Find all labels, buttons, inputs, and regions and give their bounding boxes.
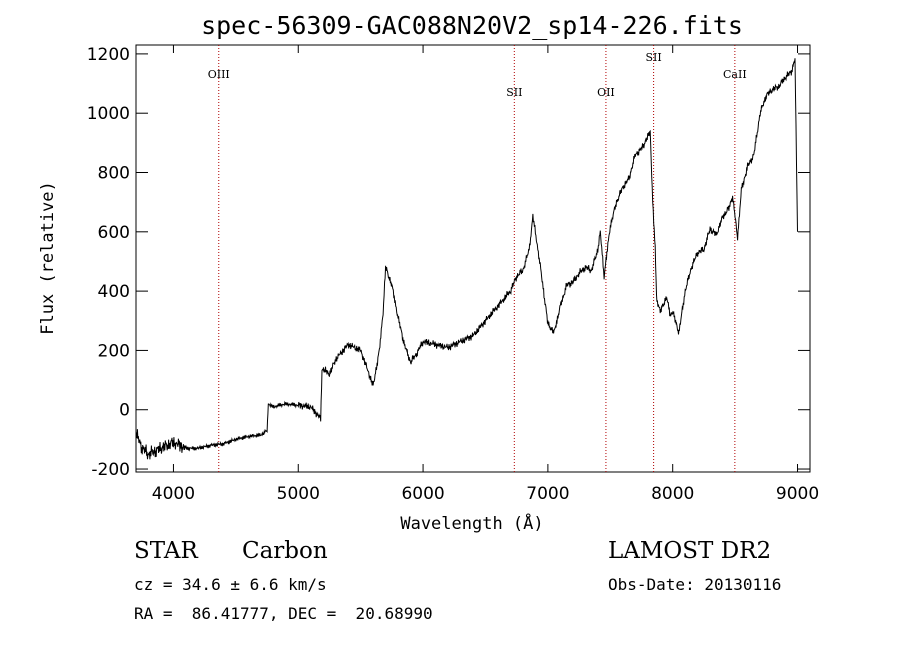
x-tick-label: 9000 (776, 484, 819, 504)
line-marker-label: CaII (723, 68, 747, 81)
line-marker-label: OII (597, 86, 615, 99)
y-axis-label: Flux (relative) (38, 181, 58, 335)
plot-frame (135, 44, 811, 473)
x-axis: 4000 5000 6000 7000 8000 9000 (152, 45, 819, 504)
y-tick-label: 800 (98, 164, 130, 184)
y-tick-label: 1200 (87, 45, 130, 65)
x-tick-label: 4000 (152, 484, 195, 504)
y-tick-label: 1000 (87, 104, 130, 124)
chart-title: spec-56309-GAC088N20V2_sp14-226.fits (201, 11, 743, 40)
x-tick-label: 8000 (651, 484, 694, 504)
line-marker-label: OIII (208, 68, 230, 81)
y-tick-label: -200 (91, 460, 130, 480)
y-tick-label: 200 (98, 341, 130, 361)
coordinates: RA = 86.41777, DEC = 20.68990 (134, 604, 433, 623)
object-class: STAR (134, 538, 198, 564)
x-axis-label: Wavelength (Å) (400, 512, 543, 534)
line-markers: OIII SII OII SII CaII (208, 45, 747, 472)
y-tick-label: 0 (119, 401, 130, 421)
y-axis: -200 0 200 400 600 800 1000 1200 (87, 45, 810, 480)
object-subclass: Carbon (242, 538, 328, 564)
observation-date: Obs-Date: 20130116 (608, 575, 782, 594)
redshift-cz: cz = 34.6 ± 6.6 km/s (134, 575, 327, 594)
x-tick-label: 7000 (526, 484, 569, 504)
y-tick-label: 600 (98, 223, 130, 243)
survey-name: LAMOST DR2 (608, 538, 772, 564)
x-tick-label: 5000 (277, 484, 320, 504)
line-marker-label: SII (645, 51, 661, 64)
line-marker-label: SII (506, 86, 522, 99)
spectrum-line (135, 58, 798, 460)
x-tick-label: 6000 (401, 484, 444, 504)
y-tick-label: 400 (98, 282, 130, 302)
